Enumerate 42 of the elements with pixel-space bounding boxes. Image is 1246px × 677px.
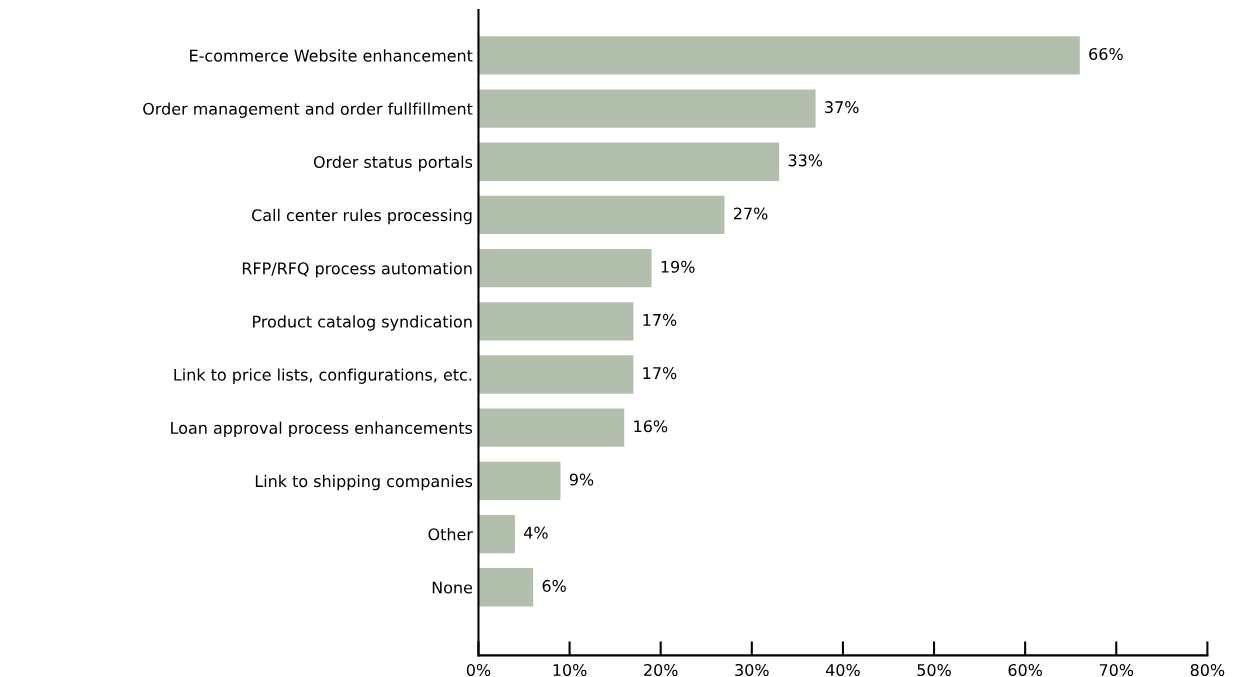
- y-tick-label: Other: [428, 528, 473, 541]
- x-tick-label: 70%: [1099, 663, 1134, 677]
- bar: [478, 142, 780, 181]
- y-tick-label: Loan approval process enhancements: [171, 421, 473, 438]
- y-tick-label: Order status portals: [313, 155, 473, 172]
- data-label: 33%: [788, 154, 823, 167]
- x-tick-label: 10%: [553, 663, 587, 677]
- bar: [478, 514, 515, 554]
- y-tick-label: Link to shipping companies: [255, 474, 473, 491]
- data-label: 27%: [733, 207, 768, 220]
- y-tick-label: Link to price lists, configurations, etc.: [174, 368, 472, 384]
- data-label: 9%: [569, 473, 594, 486]
- bar: [478, 36, 1080, 75]
- data-label: 16%: [634, 420, 668, 433]
- x-tick-label: 50%: [917, 663, 951, 677]
- data-label: 4%: [524, 526, 548, 539]
- data-label: 17%: [643, 313, 677, 326]
- bar: [478, 302, 634, 341]
- x-tick-label: 40%: [825, 663, 860, 677]
- x-tick-label: 30%: [735, 663, 769, 677]
- bar: [478, 408, 625, 447]
- y-tick-label: Product catalog syndication: [253, 315, 472, 331]
- x-tick-label: 60%: [1008, 663, 1043, 677]
- bar: [478, 89, 816, 128]
- x-tick-label: 80%: [1190, 663, 1225, 677]
- bar: [478, 461, 561, 501]
- data-label: 17%: [643, 367, 677, 380]
- data-label: 19%: [661, 260, 695, 273]
- y-tick-label: RFP/RFQ process automation: [242, 262, 472, 278]
- data-label: 37%: [825, 101, 859, 114]
- x-tick-label: 0%: [466, 663, 491, 677]
- bar: [478, 568, 534, 607]
- y-tick-label: Order management and order fullfillment: [143, 102, 473, 118]
- y-tick-label: Call center rules processing: [252, 208, 472, 225]
- x-tick-label: 20%: [644, 663, 678, 677]
- y-tick-label: E-commerce Website enhancement: [190, 49, 473, 62]
- bar: [478, 195, 725, 235]
- data-label: 6%: [542, 579, 566, 592]
- bar: [478, 355, 634, 394]
- data-label: 66%: [1089, 47, 1123, 60]
- y-tick-label: None: [432, 581, 473, 594]
- bar: [478, 248, 652, 288]
